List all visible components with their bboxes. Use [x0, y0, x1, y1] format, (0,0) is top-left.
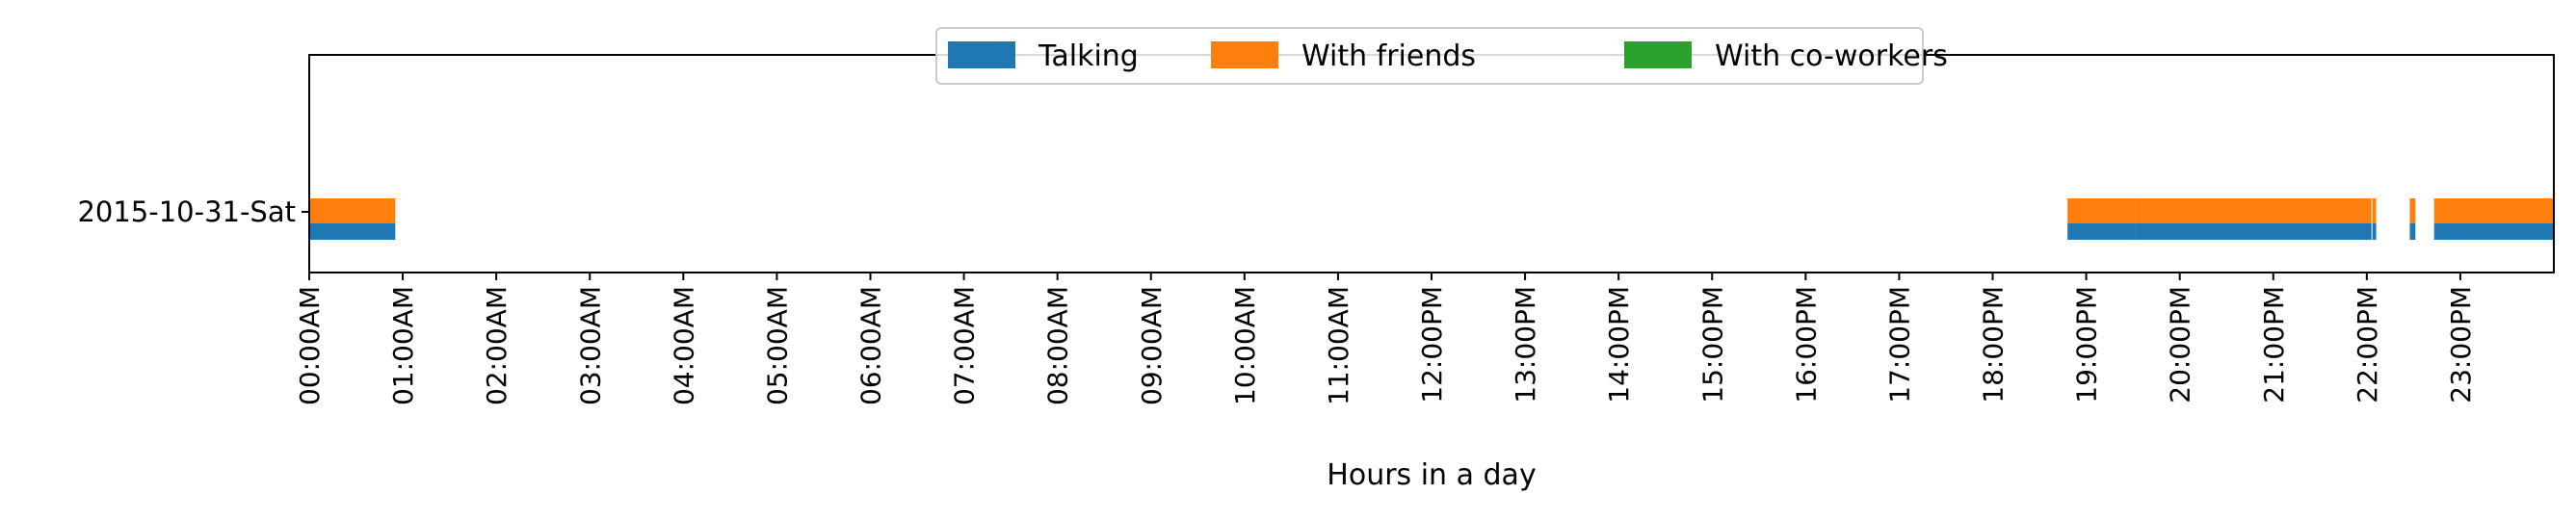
legend-swatch-talking — [948, 41, 1015, 68]
x-tick-label-22: 22:00PM — [2352, 286, 2383, 403]
x-tick-label-19: 19:00PM — [2071, 286, 2103, 403]
x-axis-title: Hours in a day — [1327, 458, 1536, 492]
legend-label-talking: Talking — [1038, 39, 1139, 73]
x-tick-label-17: 17:00PM — [1883, 286, 1915, 403]
bar-with-friends-1 — [2067, 198, 2136, 223]
bar-talking-0 — [309, 223, 396, 240]
x-tick-label-20: 20:00PM — [2165, 286, 2196, 403]
x-tick-label-0: 00:00AM — [294, 286, 326, 405]
x-tick-label-9: 09:00AM — [1136, 286, 1168, 405]
bar-talking-3 — [2372, 223, 2377, 240]
x-tick-label-2: 02:00AM — [481, 286, 513, 405]
bar-talking-4 — [2409, 223, 2416, 240]
x-tick-label-6: 06:00AM — [855, 286, 887, 405]
bar-talking-5 — [2433, 223, 2554, 240]
x-tick-label-10: 10:00AM — [1229, 286, 1261, 405]
x-tick-label-5: 05:00AM — [761, 286, 793, 405]
bar-talking-1 — [2067, 223, 2136, 240]
bar-with-friends-5 — [2433, 198, 2554, 223]
x-tick-label-4: 04:00AM — [668, 286, 699, 405]
x-tick-label-7: 07:00AM — [949, 286, 981, 405]
x-tick-label-1: 01:00AM — [387, 286, 419, 405]
x-axis: 00:00AM 01:00AM 02:00AM 03:00AM 04:00AM 05:00… — [294, 273, 2477, 405]
x-tick-label-11: 11:00AM — [1323, 286, 1354, 405]
legend-label-with-friends: With friends — [1301, 39, 1476, 73]
bar-with-friends-2 — [2135, 198, 2372, 223]
legend-swatch-with-friends — [1211, 41, 1278, 68]
legend-swatch-with-co-workers — [1624, 41, 1692, 68]
x-tick-label-8: 08:00AM — [1042, 286, 1074, 405]
y-tick-label-0: 2015-10-31-Sat — [77, 195, 296, 228]
bar-with-friends-3 — [2372, 198, 2377, 223]
x-tick-label-23: 23:00PM — [2445, 286, 2477, 403]
bar-with-friends-0 — [309, 198, 396, 223]
bars-layer — [309, 198, 2554, 240]
bar-with-friends-4 — [2409, 198, 2416, 223]
bar-talking-2 — [2135, 223, 2372, 240]
x-tick-label-16: 16:00PM — [1790, 286, 1822, 403]
x-tick-label-13: 13:00PM — [1510, 286, 1541, 403]
legend: Talking With friends With co-workers — [935, 27, 1948, 85]
x-tick-label-21: 21:00PM — [2258, 286, 2290, 403]
x-tick-label-18: 18:00PM — [1978, 286, 2010, 403]
x-tick-label-15: 15:00PM — [1696, 286, 1728, 403]
x-tick-label-3: 03:00AM — [574, 286, 606, 405]
x-tick-label-14: 14:00PM — [1603, 286, 1635, 403]
y-axis: 2015-10-31-Sat — [77, 195, 309, 228]
legend-label-with-co-workers: With co-workers — [1715, 39, 1948, 73]
x-tick-label-12: 12:00PM — [1416, 286, 1448, 403]
